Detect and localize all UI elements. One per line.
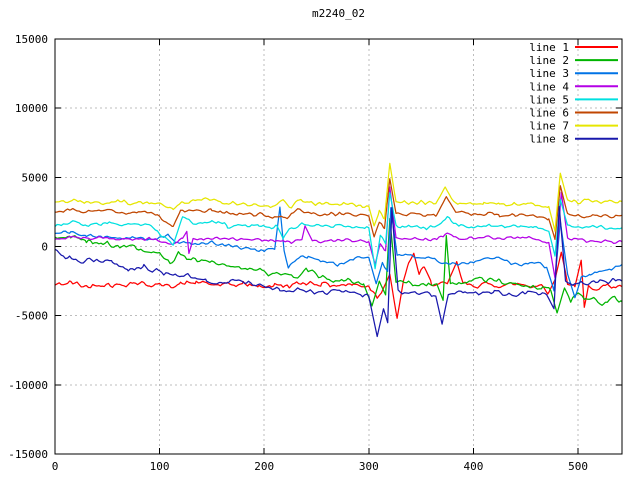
legend-label: line 7 [529,120,569,133]
x-tick-label: 500 [568,460,588,473]
series-line-4 [54,186,623,279]
x-tick-label: 100 [150,460,170,473]
legend-label: line 2 [529,54,569,67]
x-tick-label: 400 [464,460,484,473]
series-line-6 [54,178,623,241]
series-line-5 [54,192,623,270]
y-tick-label: 0 [41,241,48,254]
y-tick-label: 15000 [15,33,48,46]
y-tick-label: -15000 [8,448,48,461]
series-line-3 [54,206,623,299]
chart-title: m2240_02 [312,7,365,20]
legend-label: line 6 [529,107,569,120]
y-tick-label: -5000 [15,310,48,323]
x-tick-label: 300 [359,460,379,473]
legend-label: line 1 [529,41,569,54]
legend-label: line 8 [529,133,569,146]
legend-label: line 3 [529,67,569,80]
y-tick-label: 5000 [22,171,49,184]
legend-label: line 4 [529,80,569,93]
series-line-7 [54,162,623,232]
y-tick-label: 10000 [15,102,48,115]
x-tick-label: 200 [254,460,274,473]
series-line-2 [54,217,623,314]
x-tick-label: 0 [52,460,59,473]
series-line-8 [54,205,623,338]
legend-label: line 5 [529,93,569,106]
y-tick-label: -10000 [8,379,48,392]
